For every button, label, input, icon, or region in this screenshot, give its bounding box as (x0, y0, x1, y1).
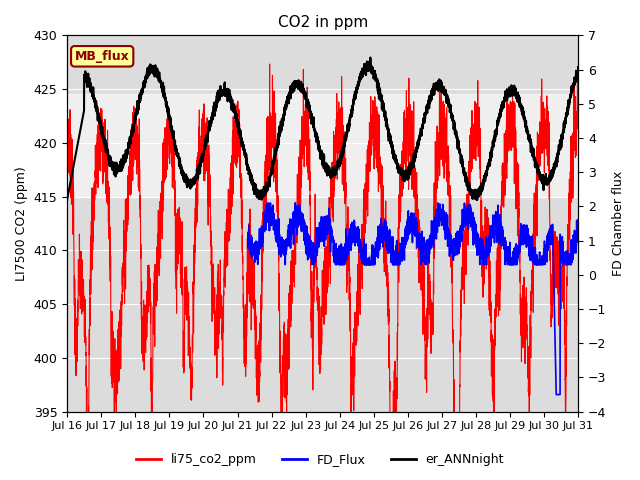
Text: MB_flux: MB_flux (75, 50, 129, 63)
Bar (67, 95, 579, 197)
Title: CO2 in ppm: CO2 in ppm (278, 15, 368, 30)
Y-axis label: FD Chamber flux: FD Chamber flux (612, 171, 625, 276)
Legend: li75_co2_ppm, FD_Flux, er_ANNnight: li75_co2_ppm, FD_Flux, er_ANNnight (131, 448, 509, 471)
Y-axis label: LI7500 CO2 (ppm): LI7500 CO2 (ppm) (15, 166, 28, 281)
